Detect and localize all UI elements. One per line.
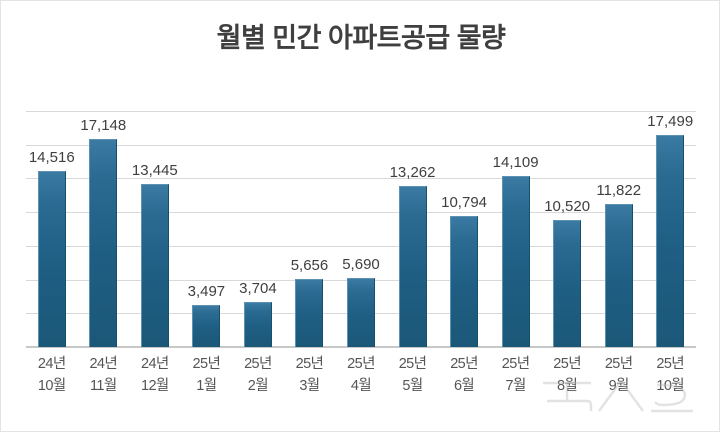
x-axis-tick-label: 25년 7월 (490, 353, 542, 397)
bar[interactable] (89, 139, 118, 347)
x-axis-tick-label: 24년 11월 (78, 353, 130, 397)
bar[interactable] (656, 135, 685, 347)
x-tick-month: 11월 (90, 378, 117, 394)
x-tick-year: 25년 (656, 356, 685, 372)
x-tick-year: 25년 (347, 356, 375, 372)
bar[interactable] (37, 171, 66, 347)
bar-value-label: 10,520 (544, 198, 591, 215)
x-tick-year: 25년 (501, 356, 530, 372)
bar[interactable] (450, 216, 479, 347)
bar-value-label: 3,497 (187, 283, 226, 300)
x-tick-month: 2월 (247, 378, 269, 394)
bar[interactable] (295, 279, 324, 347)
x-axis-labels: 24년 10월 24년 11월 24년 12월 25년 1월 25년 2월 25년 3월 25년 4월 25… (26, 353, 696, 413)
x-tick-year: 25년 (604, 356, 633, 372)
x-tick-year: 25년 (553, 356, 581, 372)
x-axis-tick-label: 25년 3월 (284, 353, 336, 397)
bar-slot: 3,497 (181, 111, 233, 347)
x-axis-line (26, 346, 696, 348)
page-title: 월별 민간 아파트공급 물량 (216, 23, 506, 53)
x-tick-month: 10월 (37, 378, 66, 394)
bar-slot: 5,690 (335, 111, 387, 347)
x-axis-tick-label: 25년 1월 (181, 353, 233, 397)
bar-slot: 10,794 (438, 111, 490, 347)
x-tick-month: 7월 (505, 378, 527, 394)
bar[interactable] (398, 186, 427, 347)
x-axis-tick-label: 25년 10월 (644, 353, 696, 397)
bar-value-label: 11,822 (596, 182, 642, 199)
bar[interactable] (192, 305, 221, 347)
x-tick-year: 24년 (140, 356, 169, 372)
bar-slot: 10,520 (541, 111, 593, 347)
bar-value-label: 5,690 (342, 256, 380, 273)
bar-slot: 13,262 (387, 111, 439, 347)
bar-value-label: 10,794 (441, 194, 488, 211)
x-axis-tick-label: 25년 4월 (335, 353, 387, 397)
bar-slot: 3,704 (232, 111, 284, 347)
bar-value-label: 17,499 (647, 113, 694, 130)
gridline (26, 145, 696, 146)
bar-slot: 13,445 (129, 111, 181, 347)
bar-slot: 14,109 (490, 111, 542, 347)
x-tick-month: 12월 (140, 378, 169, 394)
x-tick-year: 25년 (295, 356, 324, 372)
bar-value-label: 14,109 (492, 154, 539, 171)
bar-value-label: 13,262 (389, 164, 436, 181)
bar-value-label: 17,148 (80, 117, 127, 134)
bar-value-label: 5,656 (290, 257, 329, 274)
bar-slot: 17,148 (78, 111, 130, 347)
x-axis-tick-label: 25년 6월 (438, 353, 490, 397)
x-tick-month: 9월 (608, 378, 630, 394)
bar-slot: 11,822 (593, 111, 645, 347)
x-axis-tick-label: 24년 12월 (129, 353, 181, 397)
x-tick-year: 24년 (37, 356, 66, 372)
x-tick-month: 10월 (656, 378, 685, 394)
gridline (26, 212, 696, 213)
x-tick-year: 24년 (89, 356, 118, 372)
x-tick-year: 25년 (450, 356, 478, 372)
bar[interactable] (346, 278, 375, 347)
x-tick-month: 8월 (557, 378, 578, 394)
x-tick-month: 4월 (350, 378, 372, 394)
bar[interactable] (501, 176, 530, 347)
x-axis-tick-label: 24년 10월 (26, 353, 78, 397)
bar-value-label: 14,516 (28, 149, 75, 166)
x-tick-year: 25년 (398, 356, 427, 372)
bars-layer: 14,516 17,148 13,445 3,497 3,704 5,656 5,690 13… (26, 111, 696, 347)
x-tick-month: 6월 (453, 378, 475, 394)
gridline (26, 178, 696, 179)
bar-slot: 17,499 (644, 111, 696, 347)
x-axis-tick-label: 25년 9월 (593, 353, 645, 397)
x-tick-month: 3월 (299, 378, 320, 394)
bar-value-label: 3,704 (239, 280, 277, 297)
x-tick-year: 25년 (192, 356, 221, 372)
bar[interactable] (553, 220, 582, 347)
bar[interactable] (140, 184, 169, 347)
gridline (26, 111, 696, 112)
x-axis-tick-label: 25년 8월 (541, 353, 593, 397)
x-tick-month: 5월 (402, 378, 423, 394)
bar-value-label: 13,445 (131, 162, 178, 179)
x-tick-month: 1월 (196, 378, 217, 394)
x-axis-tick-label: 25년 5월 (387, 353, 439, 397)
gridline (26, 246, 696, 247)
bar-slot: 14,516 (26, 111, 78, 347)
x-axis-tick-label: 25년 2월 (232, 353, 284, 397)
bar[interactable] (604, 204, 633, 347)
x-tick-year: 25년 (244, 356, 272, 372)
bar-slot: 5,656 (284, 111, 336, 347)
bar[interactable] (243, 302, 272, 347)
